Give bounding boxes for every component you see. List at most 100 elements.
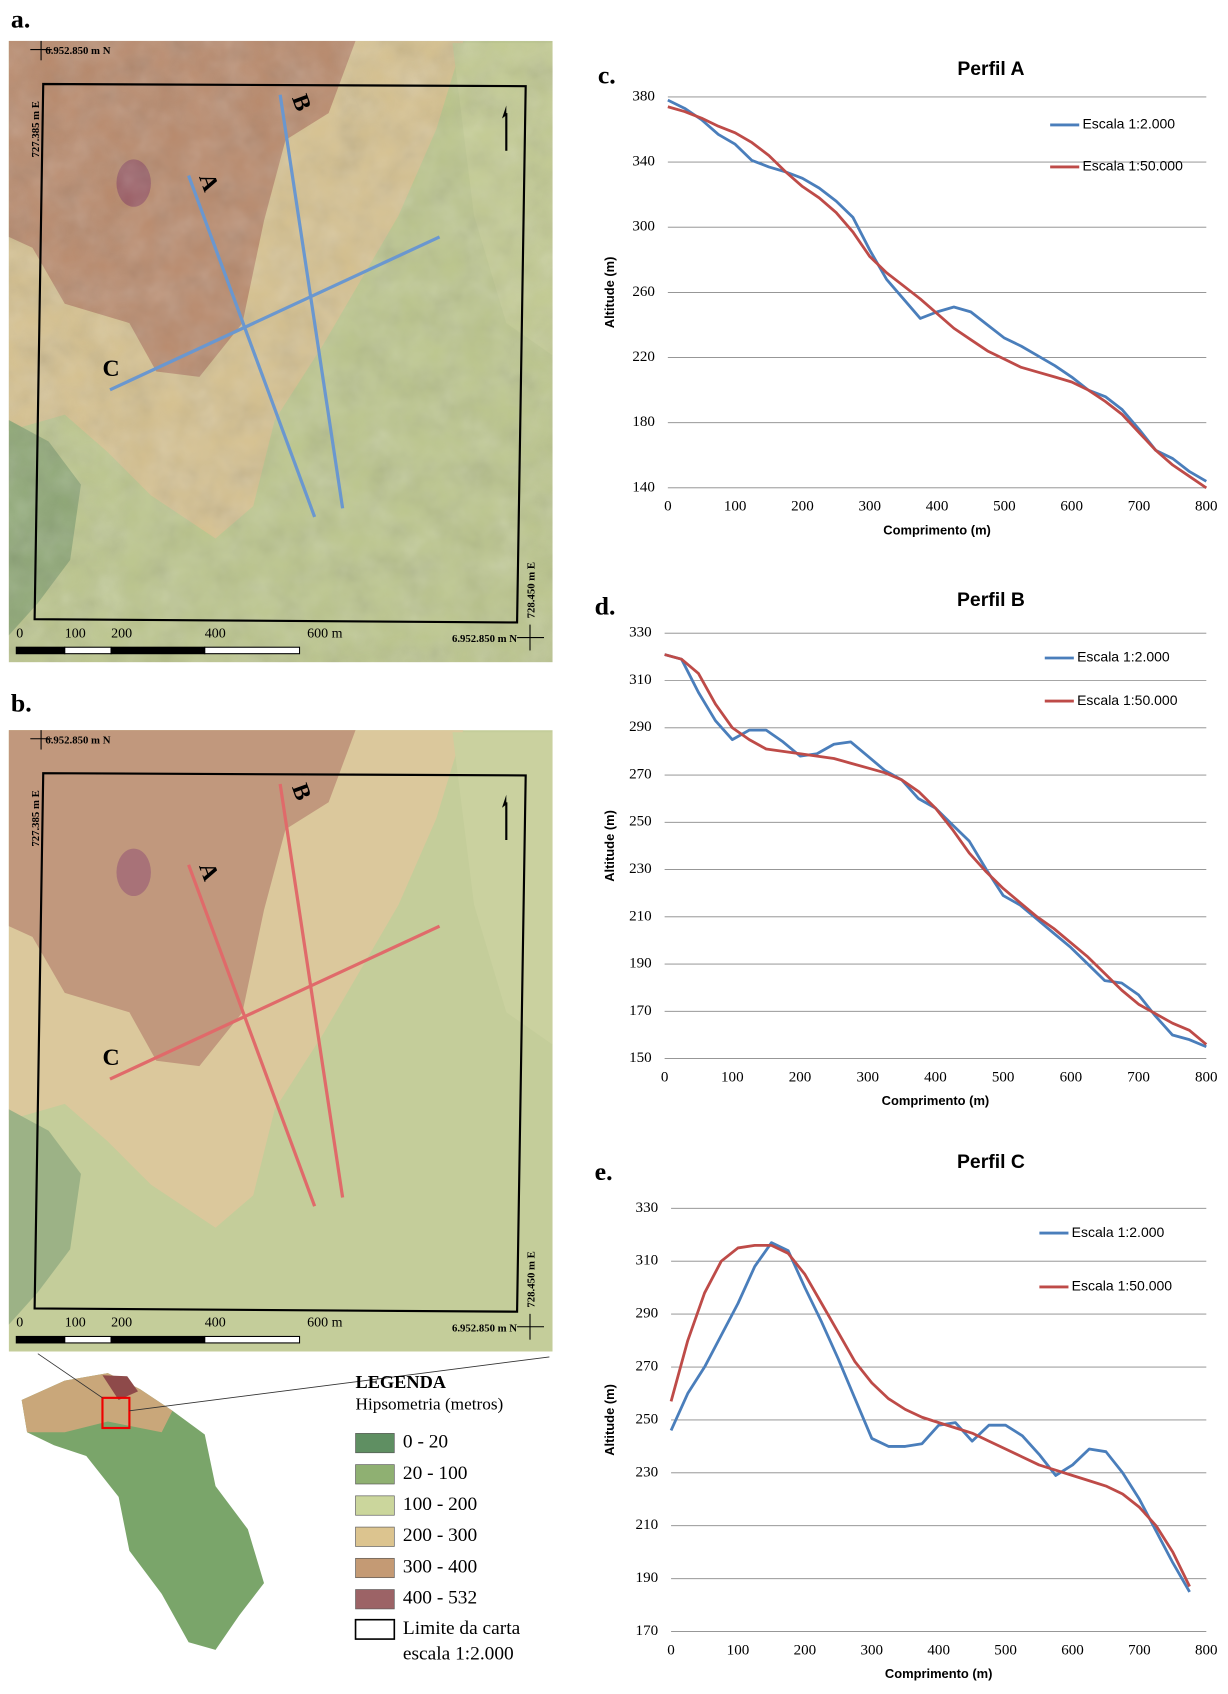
x-tick-label: 500 — [994, 1642, 1017, 1658]
legend-label: 100 - 200 — [403, 1494, 477, 1515]
map — [9, 41, 553, 662]
legend-label: Escala 1:2.000 — [1077, 649, 1170, 665]
legend-swatch — [356, 1433, 395, 1452]
legend-swatch — [356, 1465, 395, 1484]
coordinate: 6.952.850 m N — [452, 1322, 517, 1334]
figure: a.ABC6.952.850 m N727.385 m E728.450 m E… — [0, 0, 1228, 1694]
y-tick-label: 250 — [629, 814, 652, 830]
x-tick-label: 600 — [1060, 1069, 1083, 1085]
x-tick-label: 100 — [724, 499, 747, 515]
x-tick-label: 100 — [727, 1642, 750, 1658]
x-tick-label: 100 — [721, 1069, 744, 1085]
legend-label: Limite da carta — [403, 1618, 521, 1639]
y-tick-label: 230 — [636, 1464, 659, 1480]
x-tick-label: 700 — [1128, 1642, 1151, 1658]
x-axis-title: Comprimento (m) — [883, 522, 991, 537]
x-tick-label: 600 — [1061, 1642, 1084, 1658]
profile-label: C — [103, 1045, 120, 1071]
scale-label: 600 m — [307, 627, 343, 642]
y-tick-label: 340 — [632, 154, 655, 170]
panel-label: b. — [11, 688, 32, 717]
scale-bar — [65, 1336, 111, 1342]
y-tick-label: 260 — [632, 284, 655, 300]
series-line — [665, 655, 1207, 1047]
y-tick-label: 190 — [629, 956, 652, 972]
x-tick-label: 700 — [1128, 499, 1151, 515]
scale-bar — [111, 647, 205, 653]
panel-label: c. — [598, 60, 616, 89]
y-tick-label: 310 — [636, 1253, 659, 1269]
series-line — [671, 1243, 1190, 1592]
x-tick-label: 300 — [858, 499, 881, 515]
panel-label: e. — [595, 1157, 613, 1186]
y-tick-label: 270 — [636, 1358, 659, 1374]
panel-label: d. — [595, 591, 616, 620]
legend-label: Escala 1:2.000 — [1072, 1224, 1165, 1240]
x-tick-label: 200 — [789, 1069, 812, 1085]
legend-swatch — [356, 1558, 395, 1577]
map — [9, 730, 553, 1351]
y-tick-label: 180 — [632, 414, 655, 430]
x-tick-label: 0 — [661, 1069, 669, 1085]
y-tick-label: 230 — [629, 861, 652, 877]
x-tick-label: 200 — [794, 1642, 817, 1658]
scale-label: 0 — [16, 627, 23, 642]
x-tick-label: 800 — [1195, 1069, 1218, 1085]
legend-subtitle: Hipsometria (metros) — [356, 1394, 504, 1413]
x-tick-label: 400 — [926, 499, 949, 515]
legend-swatch — [356, 1527, 395, 1546]
legend-label: 200 - 300 — [403, 1525, 477, 1546]
scale-bar — [205, 1336, 300, 1342]
x-tick-label: 800 — [1195, 1642, 1218, 1658]
series-line — [671, 1245, 1190, 1586]
legend-label: 400 - 532 — [403, 1588, 477, 1609]
legend-label: Escala 1:50.000 — [1077, 692, 1178, 708]
legend-label: 20 - 100 — [403, 1463, 468, 1484]
scale-bar — [65, 647, 111, 653]
y-tick-label: 190 — [636, 1570, 659, 1586]
legend-label: Escala 1:50.000 — [1072, 1278, 1173, 1294]
y-tick-label: 330 — [629, 625, 652, 641]
y-tick-label: 140 — [632, 479, 655, 495]
legend-label: 0 - 20 — [403, 1432, 448, 1453]
scale-label: 400 — [205, 1316, 226, 1331]
legend-label: Escala 1:2.000 — [1082, 116, 1175, 132]
coordinate: 6.952.850 m N — [45, 45, 110, 57]
chart-title: Perfil B — [957, 589, 1025, 611]
scale-bar — [111, 1336, 205, 1342]
scale-label: 100 — [65, 627, 86, 642]
x-tick-label: 600 — [1060, 499, 1083, 515]
x-tick-label: 300 — [860, 1642, 883, 1658]
x-tick-label: 400 — [927, 1642, 950, 1658]
scale-label: 200 — [111, 627, 132, 642]
x-tick-label: 300 — [856, 1069, 879, 1085]
scale-label: 100 — [65, 1316, 86, 1331]
legend-label: escala 1:2.000 — [403, 1644, 514, 1665]
legend-swatch — [356, 1590, 395, 1609]
y-tick-label: 270 — [629, 766, 652, 782]
y-axis-title: Altitude (m) — [602, 810, 617, 882]
coordinate: 727.385 m E — [30, 101, 42, 157]
legend-title: LEGENDA — [356, 1372, 447, 1392]
y-tick-label: 330 — [636, 1200, 659, 1216]
y-tick-label: 380 — [632, 88, 655, 104]
scale-label: 600 m — [307, 1316, 343, 1331]
chart-title: Perfil C — [957, 1151, 1025, 1173]
scale-bar — [16, 647, 64, 653]
x-tick-label: 500 — [993, 499, 1016, 515]
y-tick-label: 150 — [629, 1050, 652, 1066]
coordinate: 728.450 m E — [526, 562, 538, 618]
x-tick-label: 700 — [1127, 1069, 1150, 1085]
y-tick-label: 210 — [636, 1517, 659, 1533]
y-axis-title: Altitude (m) — [602, 1384, 617, 1456]
y-tick-label: 300 — [632, 219, 655, 235]
legend-label: Escala 1:50.000 — [1082, 158, 1183, 174]
legend-swatch — [356, 1620, 395, 1639]
panel-label: a. — [11, 4, 30, 33]
y-tick-label: 210 — [629, 908, 652, 924]
scale-bar — [205, 647, 300, 653]
y-tick-label: 290 — [629, 719, 652, 735]
x-tick-label: 0 — [664, 499, 672, 515]
coordinate: 6.952.850 m N — [45, 734, 110, 746]
legend-label: 300 - 400 — [403, 1556, 477, 1577]
